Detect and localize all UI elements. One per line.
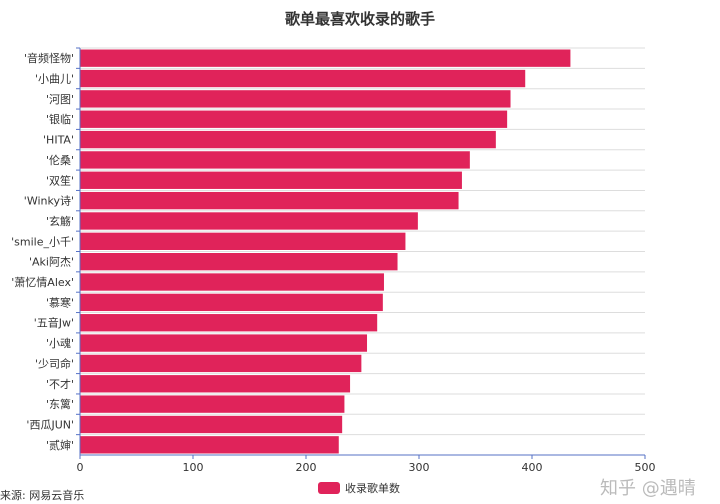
bar — [80, 171, 462, 189]
bar — [80, 232, 406, 250]
bar — [80, 334, 368, 352]
y-tick-label: '音频怪物' — [24, 51, 74, 65]
y-tick-label: '萧忆情Alex' — [11, 276, 74, 289]
y-tick-label: '银临' — [46, 112, 74, 126]
y-tick-label: 'HITA' — [43, 134, 74, 147]
bar — [80, 212, 418, 230]
y-tick-label: '双笙' — [46, 173, 74, 187]
bar — [80, 415, 343, 434]
x-tick-label: 300 — [409, 461, 430, 474]
bar — [80, 49, 571, 67]
bar — [80, 130, 496, 149]
y-tick-label: '小曲儿' — [35, 73, 74, 86]
y-tick-label: '少司命' — [35, 356, 74, 370]
y-tick-label: 'Winky诗' — [24, 194, 74, 208]
bar — [80, 110, 508, 128]
legend-label: 收录歌单数 — [345, 482, 400, 495]
y-tick-label: 'smile_小千' — [11, 235, 74, 248]
y-tick-label: '小魂' — [46, 337, 74, 350]
bar — [80, 69, 526, 88]
y-tick-label: '伦桑' — [46, 153, 74, 167]
bar — [80, 375, 351, 393]
bar — [80, 395, 345, 413]
y-tick-label: 'Aki阿杰' — [29, 256, 74, 269]
y-tick-label: '玄觞' — [46, 214, 74, 228]
y-tick-label: '西瓜JUN' — [26, 418, 74, 431]
bar — [80, 90, 511, 108]
y-tick-label: '五音Jw' — [34, 316, 74, 330]
chart-title: 歌单最喜欢收录的歌手 — [284, 10, 435, 28]
source-note: 来源: 网易云音乐 — [0, 489, 85, 502]
bar — [80, 293, 383, 312]
legend-swatch — [318, 482, 340, 494]
bar — [80, 354, 362, 373]
y-tick-label: '慕寒' — [46, 295, 74, 309]
bar — [80, 191, 459, 210]
x-tick-label: 500 — [635, 461, 656, 474]
x-tick-label: 0 — [77, 461, 84, 474]
bar — [80, 436, 339, 454]
y-tick-label: '不才' — [46, 377, 74, 391]
y-tick-label: '贰婶' — [46, 438, 74, 452]
bar — [80, 253, 398, 271]
y-tick-label: '河图' — [46, 93, 74, 106]
x-tick-label: 200 — [296, 461, 317, 474]
watermark: 知乎 @遇晴 — [600, 478, 696, 499]
bar — [80, 151, 470, 169]
x-tick-label: 400 — [522, 461, 543, 474]
bar — [80, 273, 384, 291]
x-tick-label: 100 — [183, 461, 204, 474]
legend[interactable]: 收录歌单数 — [318, 480, 400, 496]
y-tick-label: '东篱' — [46, 397, 74, 411]
bar — [80, 314, 378, 332]
